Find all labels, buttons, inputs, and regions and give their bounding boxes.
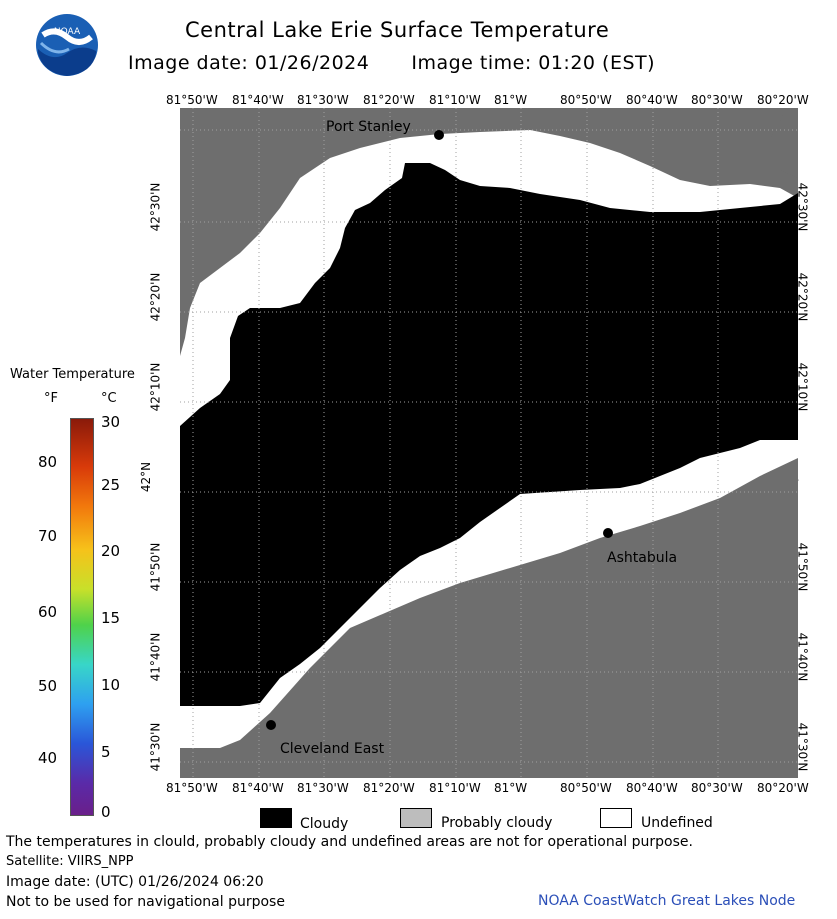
lon-label: 81°10'W [429,93,481,107]
fahrenheit-tick: 70 [38,527,58,545]
probably-cloudy-key-label: Probably cloudy [441,815,553,831]
lon-label: 81°W [494,93,528,107]
lake-map: Port Stanley Ashtabula Cleveland East [180,108,798,782]
lon-label: 81°30'W [297,93,349,107]
fahrenheit-tick: 50 [38,677,58,695]
disclaimer-operational: The temperatures in clould, probably clo… [6,834,693,850]
celsius-tick: 30 [101,413,121,431]
lat-label: 41°30'N [148,722,163,772]
celsius-tick: 5 [101,743,111,761]
ashtabula-marker [603,528,613,538]
unit-celsius: °C [101,391,117,406]
land-area [745,108,798,178]
lon-label: 80°40'W [626,781,678,795]
lat-label: 41°50'N [148,542,163,592]
legend-title: Water Temperature [10,367,135,382]
page-title: Central Lake Erie Surface Temperature [185,18,610,42]
lon-label: 80°30'W [691,93,743,107]
lon-label: 80°50'W [560,93,612,107]
lat-label: 42°30'N [148,182,163,232]
lon-label: 81°30'W [297,781,349,795]
port-stanley-marker [434,130,444,140]
logo-text: NOAA [54,27,81,37]
fahrenheit-tick: 80 [38,453,58,471]
celsius-tick: 20 [101,542,121,560]
lon-label: 81°W [494,781,528,795]
probably-cloudy-swatch [400,808,432,828]
celsius-tick: 10 [101,676,121,694]
fahrenheit-tick: 60 [38,603,58,621]
lat-label: 42°20'N [148,272,163,322]
lon-label: 81°20'W [363,781,415,795]
unit-fahrenheit: °F [44,391,58,406]
credit-link[interactable]: NOAA CoastWatch Great Lakes Node [538,893,796,909]
lat-label: 42°N [139,461,154,493]
temperature-colorbar [70,418,94,816]
lon-label: 81°10'W [429,781,481,795]
ashtabula-label: Ashtabula [607,550,677,566]
lon-label: 81°50'W [166,781,218,795]
image-date-utc: Image date: (UTC) 01/26/2024 06:20 [6,874,264,890]
undefined-swatch [600,808,632,828]
image-time: Image time: 01:20 (EST) [411,52,656,74]
lon-label: 80°20'W [757,781,809,795]
lon-label: 81°50'W [166,93,218,107]
map-grid [180,108,798,778]
cleveland-east-label: Cleveland East [280,741,385,757]
lat-label: 42°10'N [148,362,163,412]
lat-label: 41°40'N [148,632,163,682]
lon-label: 81°40'W [232,781,284,795]
celsius-tick: 25 [101,476,121,494]
disclaimer-navigation: Not to be used for navigational purpose [6,894,285,910]
lon-label: 80°30'W [691,781,743,795]
image-date: Image date: 01/26/2024 [128,52,370,74]
cleveland-east-marker [266,720,276,730]
cloudy-key-label: Cloudy [300,816,349,832]
fahrenheit-tick: 40 [38,749,58,767]
lon-label: 80°20'W [757,93,809,107]
cloudy-area [180,163,798,706]
lon-label: 81°40'W [232,93,284,107]
lon-label: 80°50'W [560,781,612,795]
noaa-logo-icon: NOAA [35,13,99,77]
lon-label: 81°20'W [363,93,415,107]
undefined-key-label: Undefined [641,815,713,831]
celsius-tick: 15 [101,609,121,627]
satellite-info: Satellite: VIIRS_NPP [6,854,134,869]
port-stanley-label: Port Stanley [326,119,411,135]
lon-label: 80°40'W [626,93,678,107]
image-datetime: Image date: 01/26/2024 Image time: 01:20 … [128,52,655,74]
celsius-tick: 0 [101,803,111,821]
cloudy-swatch [260,808,292,828]
